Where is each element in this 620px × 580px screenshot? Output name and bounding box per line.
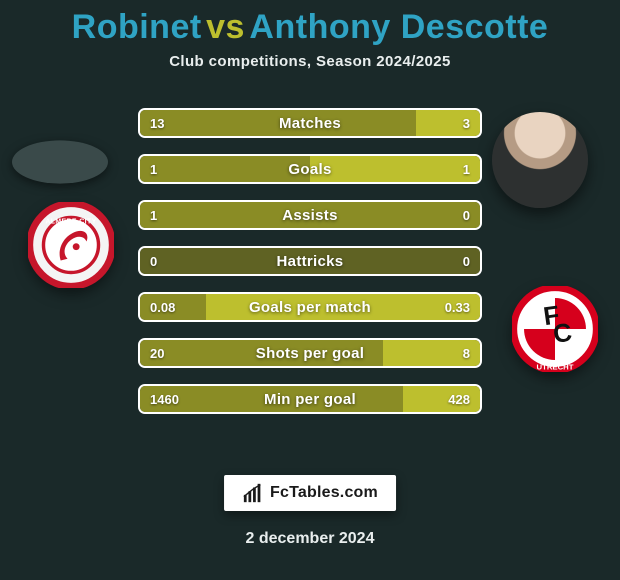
- stat-seg-right: [383, 340, 480, 366]
- stat-seg-left: [140, 110, 416, 136]
- title-left-name: Robinet: [72, 8, 202, 46]
- stat-row: Assists10: [138, 200, 482, 230]
- stat-seg-left: [140, 248, 480, 274]
- comparison-title: Robinet vs Anthony Descotte: [0, 0, 620, 47]
- stat-row: Matches133: [138, 108, 482, 138]
- stat-seg-left: [140, 202, 480, 228]
- stat-seg-right: [403, 386, 480, 412]
- stat-seg-right: [310, 156, 480, 182]
- svg-text:UTRECHT: UTRECHT: [537, 362, 574, 371]
- stat-row: Shots per goal208: [138, 338, 482, 368]
- stat-seg-left: [140, 294, 206, 320]
- title-right-name: Anthony Descotte: [249, 8, 548, 46]
- player-right-avatar: [492, 112, 588, 208]
- stat-seg-left: [140, 386, 403, 412]
- stat-seg-right: [416, 110, 480, 136]
- subtitle: Club competitions, Season 2024/2025: [0, 53, 620, 70]
- stat-row: Goals per match0.080.33: [138, 292, 482, 322]
- stat-seg-left: [140, 340, 383, 366]
- title-vs: vs: [206, 8, 245, 46]
- stat-row: Min per goal1460428: [138, 384, 482, 414]
- stat-seg-left: [140, 156, 310, 182]
- stat-row: Goals11: [138, 154, 482, 184]
- club-left-badge: ALMERE CITY: [28, 202, 114, 288]
- watermark: FcTables.com: [224, 475, 396, 511]
- svg-text:ALMERE CITY: ALMERE CITY: [45, 219, 96, 226]
- date-text: 2 december 2024: [0, 530, 620, 548]
- watermark-text: FcTables.com: [270, 484, 378, 502]
- stat-bars: Matches133 Goals11 Assists10 Hattricks00 Goa…: [138, 108, 482, 430]
- stat-row: Hattricks00: [138, 246, 482, 276]
- content-area: ALMERE CITY F C UTRECHT Matches133 Goals1…: [0, 70, 620, 530]
- chart-icon: [242, 482, 264, 504]
- player-left-avatar: [12, 140, 108, 183]
- stat-seg-right: [206, 294, 480, 320]
- club-right-badge: F C UTRECHT: [512, 286, 598, 372]
- svg-text:C: C: [551, 319, 573, 349]
